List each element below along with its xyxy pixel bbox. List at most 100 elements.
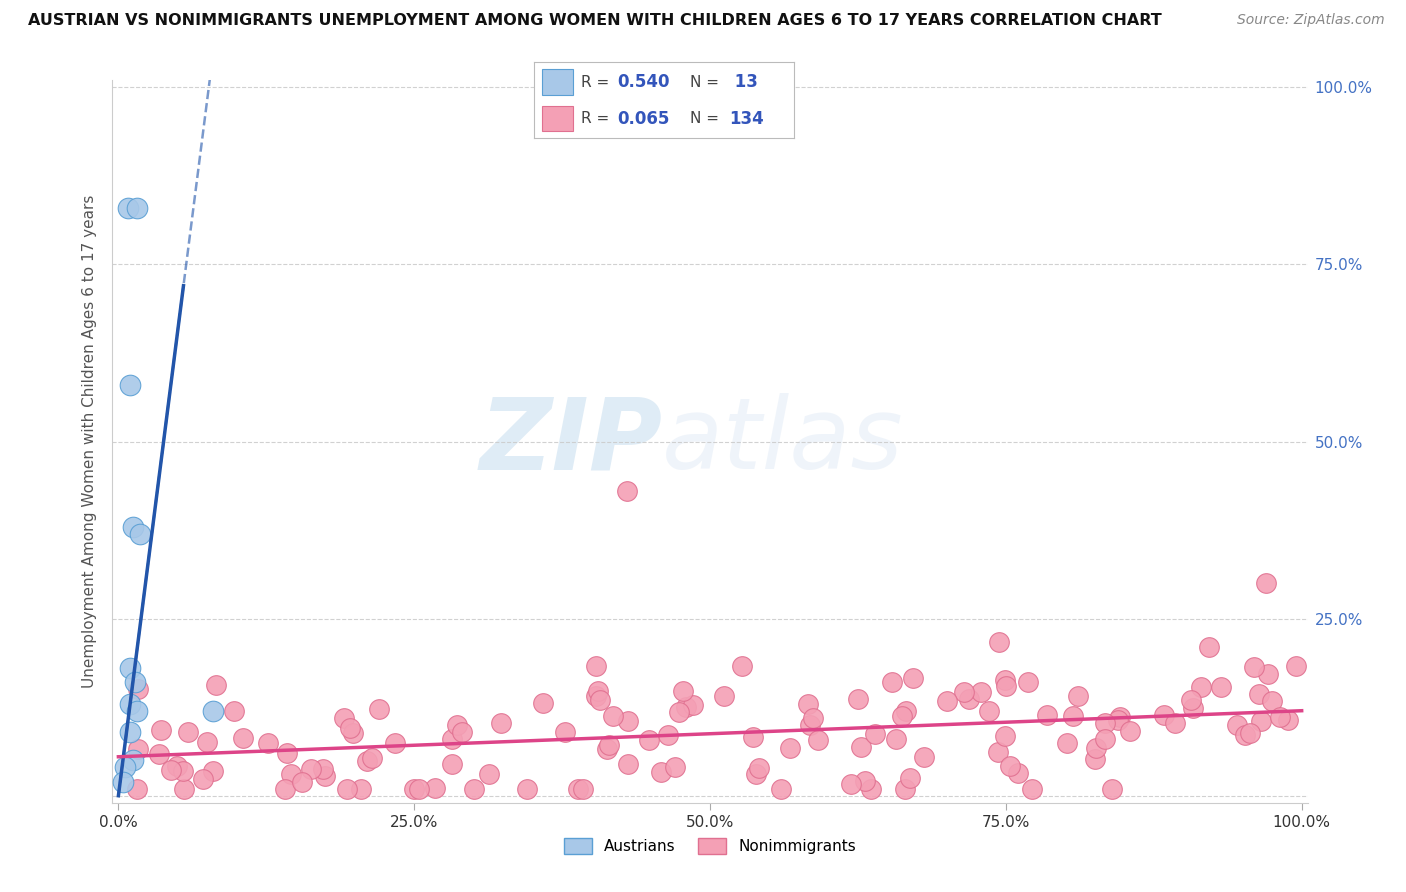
Point [120,697,142,711]
Point [675,700,697,714]
Point [770,781,793,796]
Point [567,781,589,796]
Point [224,704,246,718]
Point [890,708,912,723]
Point [531,696,554,710]
Point [166,758,188,772]
Point [863,727,886,741]
Point [672,684,695,698]
Point [446,717,468,731]
Point [1056,736,1078,750]
Point [120,661,142,675]
Point [742,730,765,744]
Point [682,698,704,712]
Point [588,684,610,698]
Point [1243,660,1265,674]
Point [120,377,142,392]
Point [994,730,1017,744]
Text: N =: N = [690,75,724,90]
Point [440,757,463,772]
Point [191,772,214,786]
Point [1067,690,1090,704]
Point [128,526,150,541]
Point [489,716,512,731]
Point [361,750,384,764]
Point [894,781,917,796]
Point [1094,716,1116,731]
Point [1250,714,1272,728]
Point [616,484,638,499]
Point [901,671,924,685]
Point [1239,726,1261,740]
Text: AUSTRIAN VS NONIMMIGRANTS UNEMPLOYMENT AMONG WOMEN WITH CHILDREN AGES 6 TO 17 YE: AUSTRIAN VS NONIMMIGRANTS UNEMPLOYMENT A… [28,13,1161,29]
FancyBboxPatch shape [543,105,574,131]
Point [148,747,170,762]
Point [440,731,463,746]
Point [1261,694,1284,708]
Point [1036,707,1059,722]
Point [516,781,538,796]
Point [1085,740,1108,755]
Point [953,685,976,699]
Point [356,754,378,768]
Point [127,742,149,756]
Point [1119,723,1142,738]
Point [314,769,336,783]
Point [894,704,917,718]
Point [713,689,735,703]
Text: ZIP: ZIP [479,393,662,490]
Point [280,767,302,781]
Point [342,726,364,740]
Point [114,760,136,774]
Point [664,760,686,774]
Point [657,728,679,742]
Text: N =: N = [690,111,724,126]
Point [799,718,821,732]
Point [336,781,359,796]
Point [1209,680,1232,694]
Point [349,781,371,796]
Point [617,757,640,772]
Point [202,764,225,778]
Point [572,781,595,796]
Point [807,732,830,747]
Point [1249,687,1271,701]
Point [117,201,139,215]
Point [332,710,354,724]
Point [801,711,824,725]
Point [846,692,869,706]
Point [312,763,335,777]
Point [1084,752,1107,766]
Text: Source: ZipAtlas.com: Source: ZipAtlas.com [1237,13,1385,28]
Text: 0.540: 0.540 [617,73,671,91]
Point [1017,674,1039,689]
Text: R =: R = [581,111,614,126]
Point [149,723,172,738]
Point [408,781,430,796]
Point [779,740,801,755]
Point [299,762,322,776]
Point [880,675,903,690]
Point [853,774,876,789]
Point [121,753,143,767]
Point [1108,710,1130,724]
Point [450,725,472,739]
Point [598,738,620,752]
Point [1198,640,1220,654]
Point [1163,716,1185,731]
Point [404,781,426,796]
Point [195,734,218,748]
Point [994,673,1017,687]
Point [957,691,980,706]
Point [121,519,143,533]
Point [339,722,361,736]
Point [988,635,1011,649]
Point [585,658,607,673]
Point [112,774,135,789]
Point [585,689,607,703]
Point [797,697,820,711]
FancyBboxPatch shape [543,70,574,95]
Point [276,746,298,760]
Point [1226,718,1249,732]
Legend: Austrians, Nonimmigrants: Austrians, Nonimmigrants [558,832,862,860]
